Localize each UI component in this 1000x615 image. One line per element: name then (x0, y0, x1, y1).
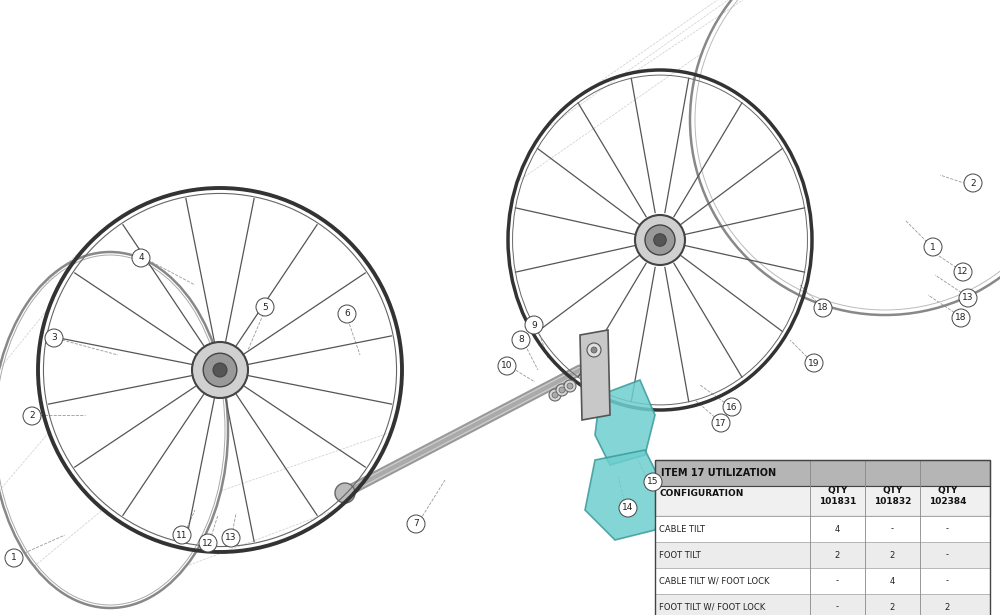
Text: 15: 15 (647, 477, 659, 486)
Text: CABLE TILT W/ FOOT LOCK: CABLE TILT W/ FOOT LOCK (659, 576, 770, 585)
Text: 5: 5 (262, 303, 268, 312)
Circle shape (338, 305, 356, 323)
Circle shape (132, 249, 150, 267)
Text: 10: 10 (501, 362, 513, 370)
Circle shape (45, 329, 63, 347)
Text: 8: 8 (518, 336, 524, 344)
Text: 4: 4 (835, 525, 840, 533)
Circle shape (591, 347, 597, 353)
Circle shape (654, 234, 666, 246)
FancyBboxPatch shape (655, 594, 990, 615)
Text: QTY: QTY (882, 486, 903, 496)
Text: -: - (946, 550, 949, 560)
Polygon shape (580, 330, 610, 420)
Text: 14: 14 (622, 504, 634, 512)
Text: 7: 7 (413, 520, 419, 528)
Text: -: - (946, 576, 949, 585)
Text: 16: 16 (726, 402, 738, 411)
Text: 12: 12 (957, 268, 969, 277)
Text: 9: 9 (531, 320, 537, 330)
Circle shape (954, 263, 972, 281)
Text: 12: 12 (202, 539, 214, 547)
Circle shape (635, 215, 685, 265)
Circle shape (805, 354, 823, 372)
Circle shape (512, 331, 530, 349)
Circle shape (5, 549, 23, 567)
FancyBboxPatch shape (655, 542, 990, 568)
Polygon shape (585, 450, 665, 540)
FancyBboxPatch shape (655, 516, 990, 542)
Circle shape (213, 363, 227, 377)
Circle shape (222, 529, 240, 547)
FancyBboxPatch shape (655, 568, 990, 594)
Text: 4: 4 (890, 576, 895, 585)
Text: 2: 2 (29, 411, 35, 421)
Text: FOOT TILT W/ FOOT LOCK: FOOT TILT W/ FOOT LOCK (659, 603, 765, 611)
FancyBboxPatch shape (655, 486, 990, 516)
Text: 18: 18 (817, 303, 829, 312)
Text: 3: 3 (51, 333, 57, 343)
Circle shape (814, 299, 832, 317)
Text: -: - (891, 525, 894, 533)
Text: 13: 13 (225, 533, 237, 542)
Text: QTY: QTY (937, 486, 958, 496)
Text: 2: 2 (890, 603, 895, 611)
Text: 101831: 101831 (819, 498, 856, 507)
Text: 2: 2 (890, 550, 895, 560)
Circle shape (567, 383, 573, 389)
Circle shape (964, 174, 982, 192)
Text: -: - (836, 576, 839, 585)
Text: 18: 18 (955, 314, 967, 322)
Text: 4: 4 (138, 253, 144, 263)
Text: CABLE TILT: CABLE TILT (659, 525, 705, 533)
Text: 2: 2 (970, 178, 976, 188)
Text: CONFIGURATION: CONFIGURATION (659, 490, 743, 499)
Circle shape (644, 473, 662, 491)
Text: QTY: QTY (827, 486, 848, 496)
Text: 17: 17 (715, 418, 727, 427)
Text: 19: 19 (808, 359, 820, 368)
Circle shape (587, 343, 601, 357)
Text: 1: 1 (930, 242, 936, 252)
Circle shape (564, 380, 576, 392)
Text: 2: 2 (945, 603, 950, 611)
Circle shape (256, 298, 274, 316)
Circle shape (173, 526, 191, 544)
Text: 13: 13 (962, 293, 974, 303)
Circle shape (549, 389, 561, 401)
Circle shape (192, 342, 248, 398)
Circle shape (525, 316, 543, 334)
Circle shape (952, 309, 970, 327)
Text: 6: 6 (344, 309, 350, 319)
Circle shape (924, 238, 942, 256)
Polygon shape (595, 380, 655, 465)
Circle shape (556, 384, 568, 396)
Circle shape (645, 225, 675, 255)
Circle shape (407, 515, 425, 533)
Circle shape (723, 398, 741, 416)
Circle shape (203, 353, 237, 387)
Text: FOOT TILT: FOOT TILT (659, 550, 701, 560)
Text: ITEM 17 UTILIZATION: ITEM 17 UTILIZATION (661, 468, 776, 478)
Text: 101832: 101832 (874, 498, 911, 507)
Circle shape (335, 483, 355, 503)
Circle shape (498, 357, 516, 375)
Circle shape (619, 499, 637, 517)
Text: -: - (836, 603, 839, 611)
Text: 2: 2 (835, 550, 840, 560)
Circle shape (552, 392, 558, 398)
FancyBboxPatch shape (655, 460, 990, 486)
Text: 102384: 102384 (929, 498, 966, 507)
Text: -: - (946, 525, 949, 533)
Circle shape (23, 407, 41, 425)
Text: 1: 1 (11, 554, 17, 563)
Circle shape (712, 414, 730, 432)
Circle shape (199, 534, 217, 552)
Circle shape (559, 387, 565, 393)
Circle shape (959, 289, 977, 307)
Text: 11: 11 (176, 531, 188, 539)
